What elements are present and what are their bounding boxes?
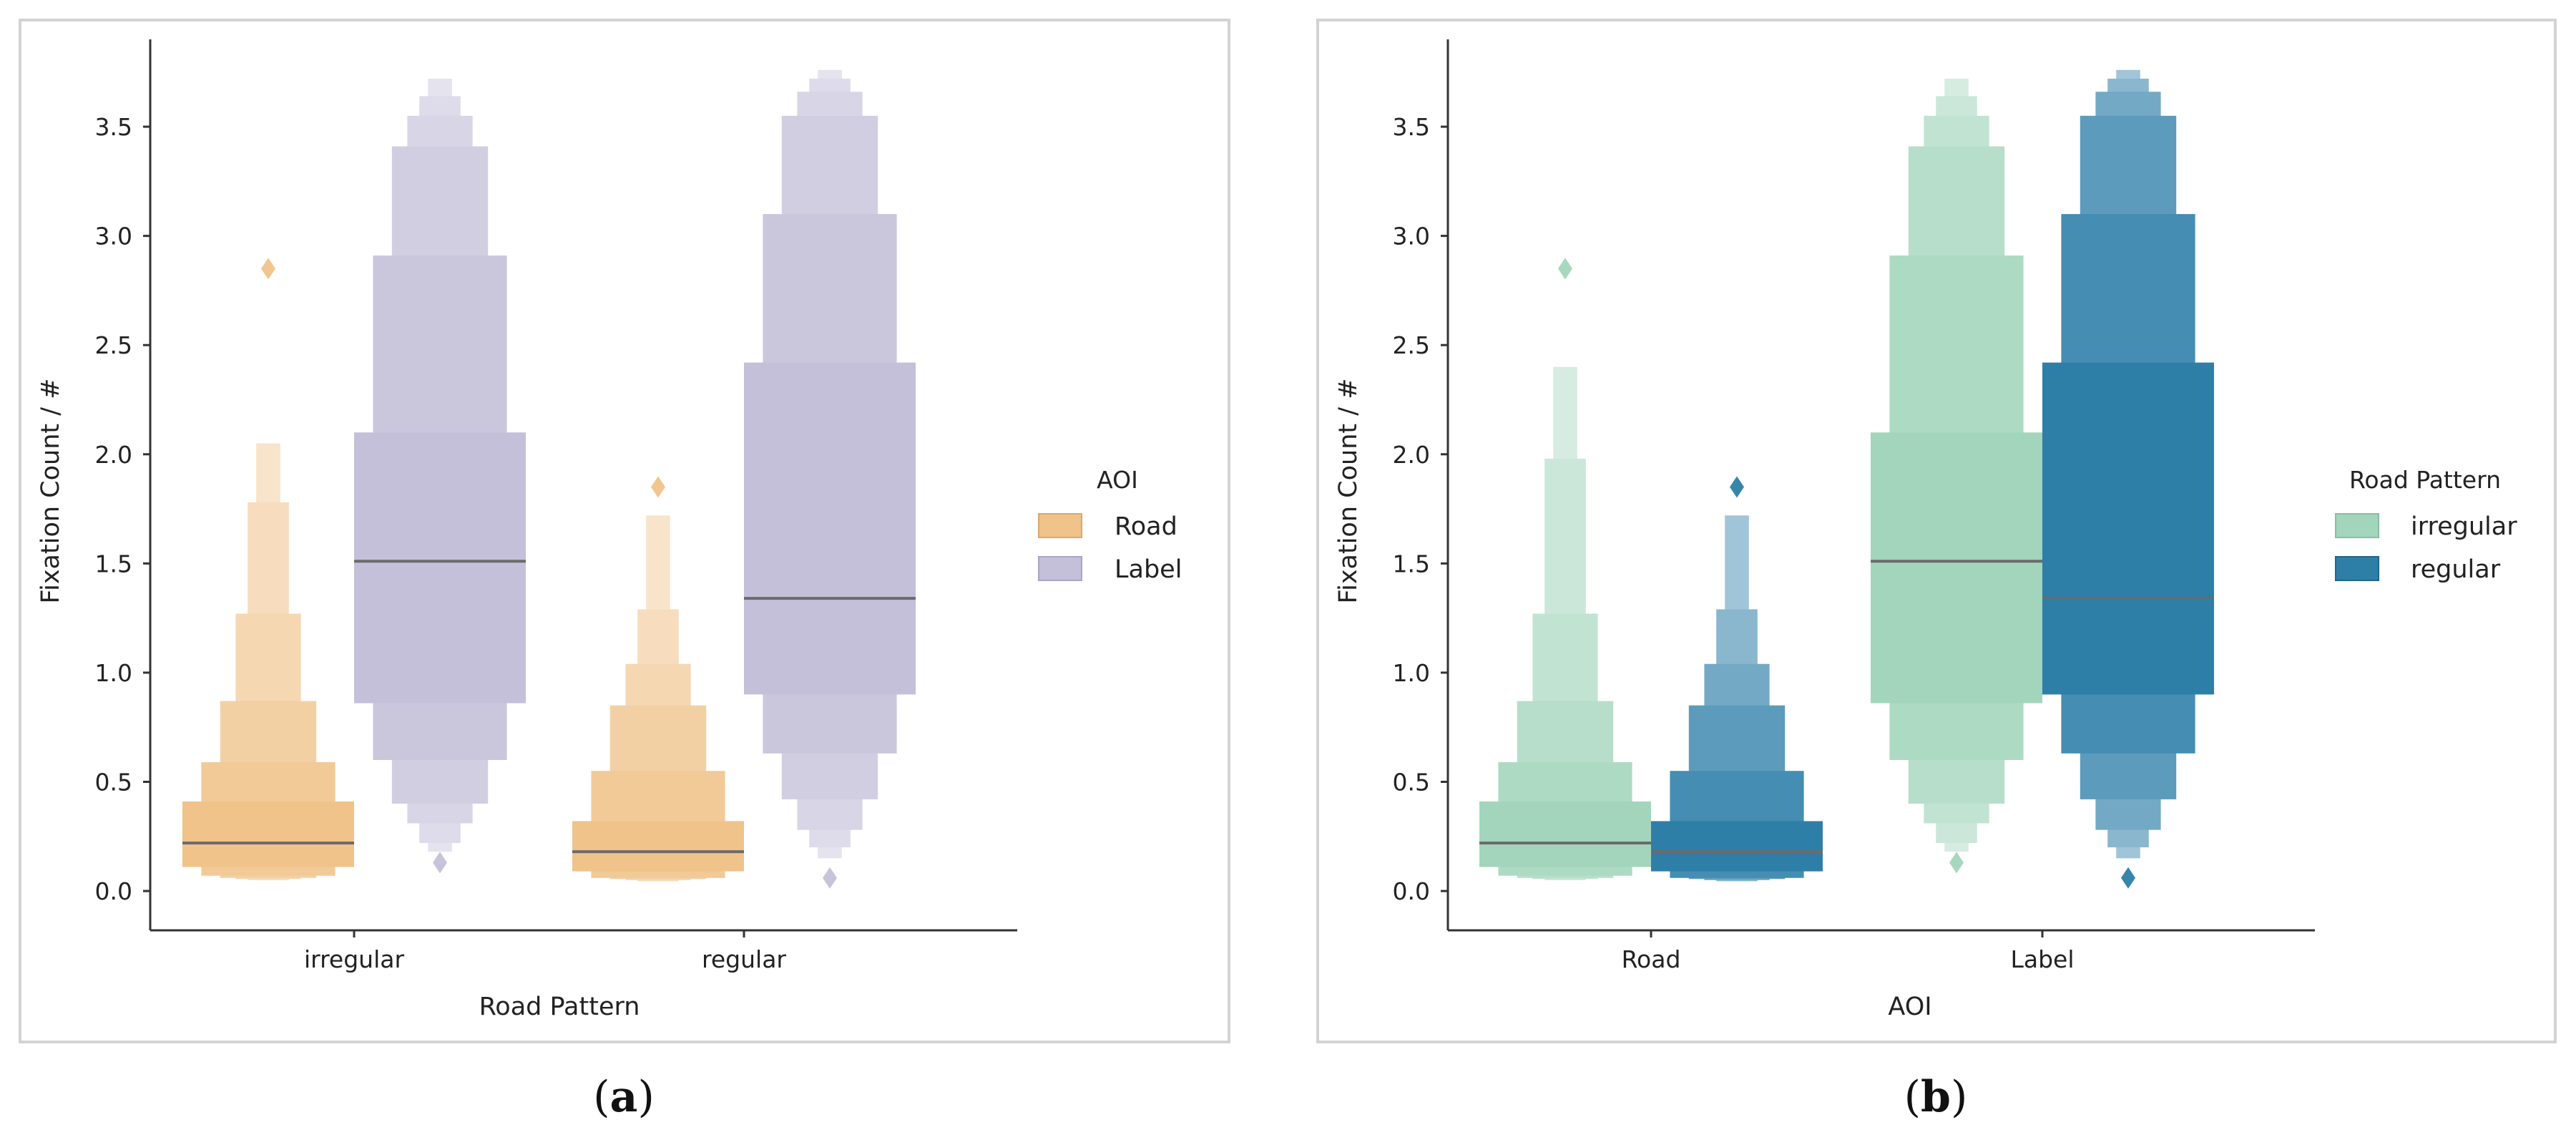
outlier-marker <box>433 852 447 874</box>
boxen-level <box>182 801 354 867</box>
panel-b-ylabel: Fixation Count / # <box>1334 379 1363 604</box>
y-tick-label: 3.0 <box>1393 223 1430 250</box>
panel-b: 0.0 0.5 1.0 1.5 2.0 2.5 3.0 3.5 Road Label Fixati… <box>1316 19 2557 1043</box>
y-tick-label: 1.0 <box>1393 659 1430 687</box>
panel-b-legend-label-irregular: irregular <box>2411 512 2517 541</box>
panel-a-legend-swatch-road <box>1038 513 1082 538</box>
panel-a: 0.0 0.5 1.0 1.5 2.0 2.5 3.0 3.5 irregular regular… <box>19 19 1230 1043</box>
caption-a: (a) <box>593 1072 655 1122</box>
panel-a-legend-title: AOI <box>1097 466 1138 494</box>
panel-b-xlabel: AOI <box>1888 993 1931 1021</box>
y-tick-label: 0.5 <box>95 769 132 797</box>
y-tick-label: 2.0 <box>1393 441 1430 469</box>
outlier-marker <box>651 476 665 498</box>
boxen-level <box>572 821 744 872</box>
y-tick-label: 0.0 <box>95 877 132 905</box>
boxen-level <box>744 362 916 695</box>
y-tick-label: 1.5 <box>95 550 132 578</box>
x-tick-label: Label <box>2010 945 2074 973</box>
outlier-marker <box>1949 852 1964 874</box>
panel-b-legend-swatch-irregular <box>2335 513 2379 538</box>
panel-a-ylabel: Fixation Count / # <box>36 379 65 604</box>
x-tick-label: Road <box>1622 945 1681 973</box>
boxen-level <box>1871 432 2042 703</box>
panel-b-plot: 0.0 0.5 1.0 1.5 2.0 2.5 3.0 3.5 Road Label <box>1393 39 2315 973</box>
panel-a-plot: 0.0 0.5 1.0 1.5 2.0 2.5 3.0 3.5 irregular regular <box>95 39 1017 973</box>
y-tick-label: 3.5 <box>95 113 132 141</box>
panel-a-legend-label-road: Road <box>1115 512 1177 541</box>
panel-b-legend-title: Road Pattern <box>2349 466 2501 494</box>
outlier-marker <box>2121 867 2135 889</box>
panel-b-legend-label-regular: regular <box>2411 555 2501 584</box>
y-tick-label: 3.5 <box>1393 113 1430 141</box>
y-tick-label: 2.5 <box>1393 331 1430 359</box>
y-tick-label: 1.0 <box>95 659 132 687</box>
panel-b-legend-swatch-regular <box>2335 556 2379 581</box>
x-tick-label: irregular <box>304 945 405 973</box>
caption-b: (b) <box>1904 1072 1968 1122</box>
y-tick-label: 1.5 <box>1393 550 1430 578</box>
x-tick-label: regular <box>702 945 786 973</box>
boxen-level <box>354 432 526 703</box>
outlier-marker <box>1558 258 1572 280</box>
outlier-marker <box>823 867 837 889</box>
y-tick-label: 2.0 <box>95 441 132 469</box>
panel-a-legend-swatch-label <box>1038 556 1082 581</box>
y-tick-label: 0.0 <box>1393 877 1430 905</box>
outlier-marker <box>261 258 275 280</box>
panel-a-xlabel: Road Pattern <box>479 993 640 1021</box>
y-tick-label: 3.0 <box>95 223 132 250</box>
outlier-marker <box>1730 476 1744 498</box>
boxen-level <box>1651 821 1823 872</box>
y-tick-label: 0.5 <box>1393 769 1430 797</box>
boxen-level <box>1479 801 1651 867</box>
panel-a-legend-label-label: Label <box>1115 555 1182 584</box>
y-tick-label: 2.5 <box>95 331 132 359</box>
boxen-level <box>2042 362 2214 695</box>
